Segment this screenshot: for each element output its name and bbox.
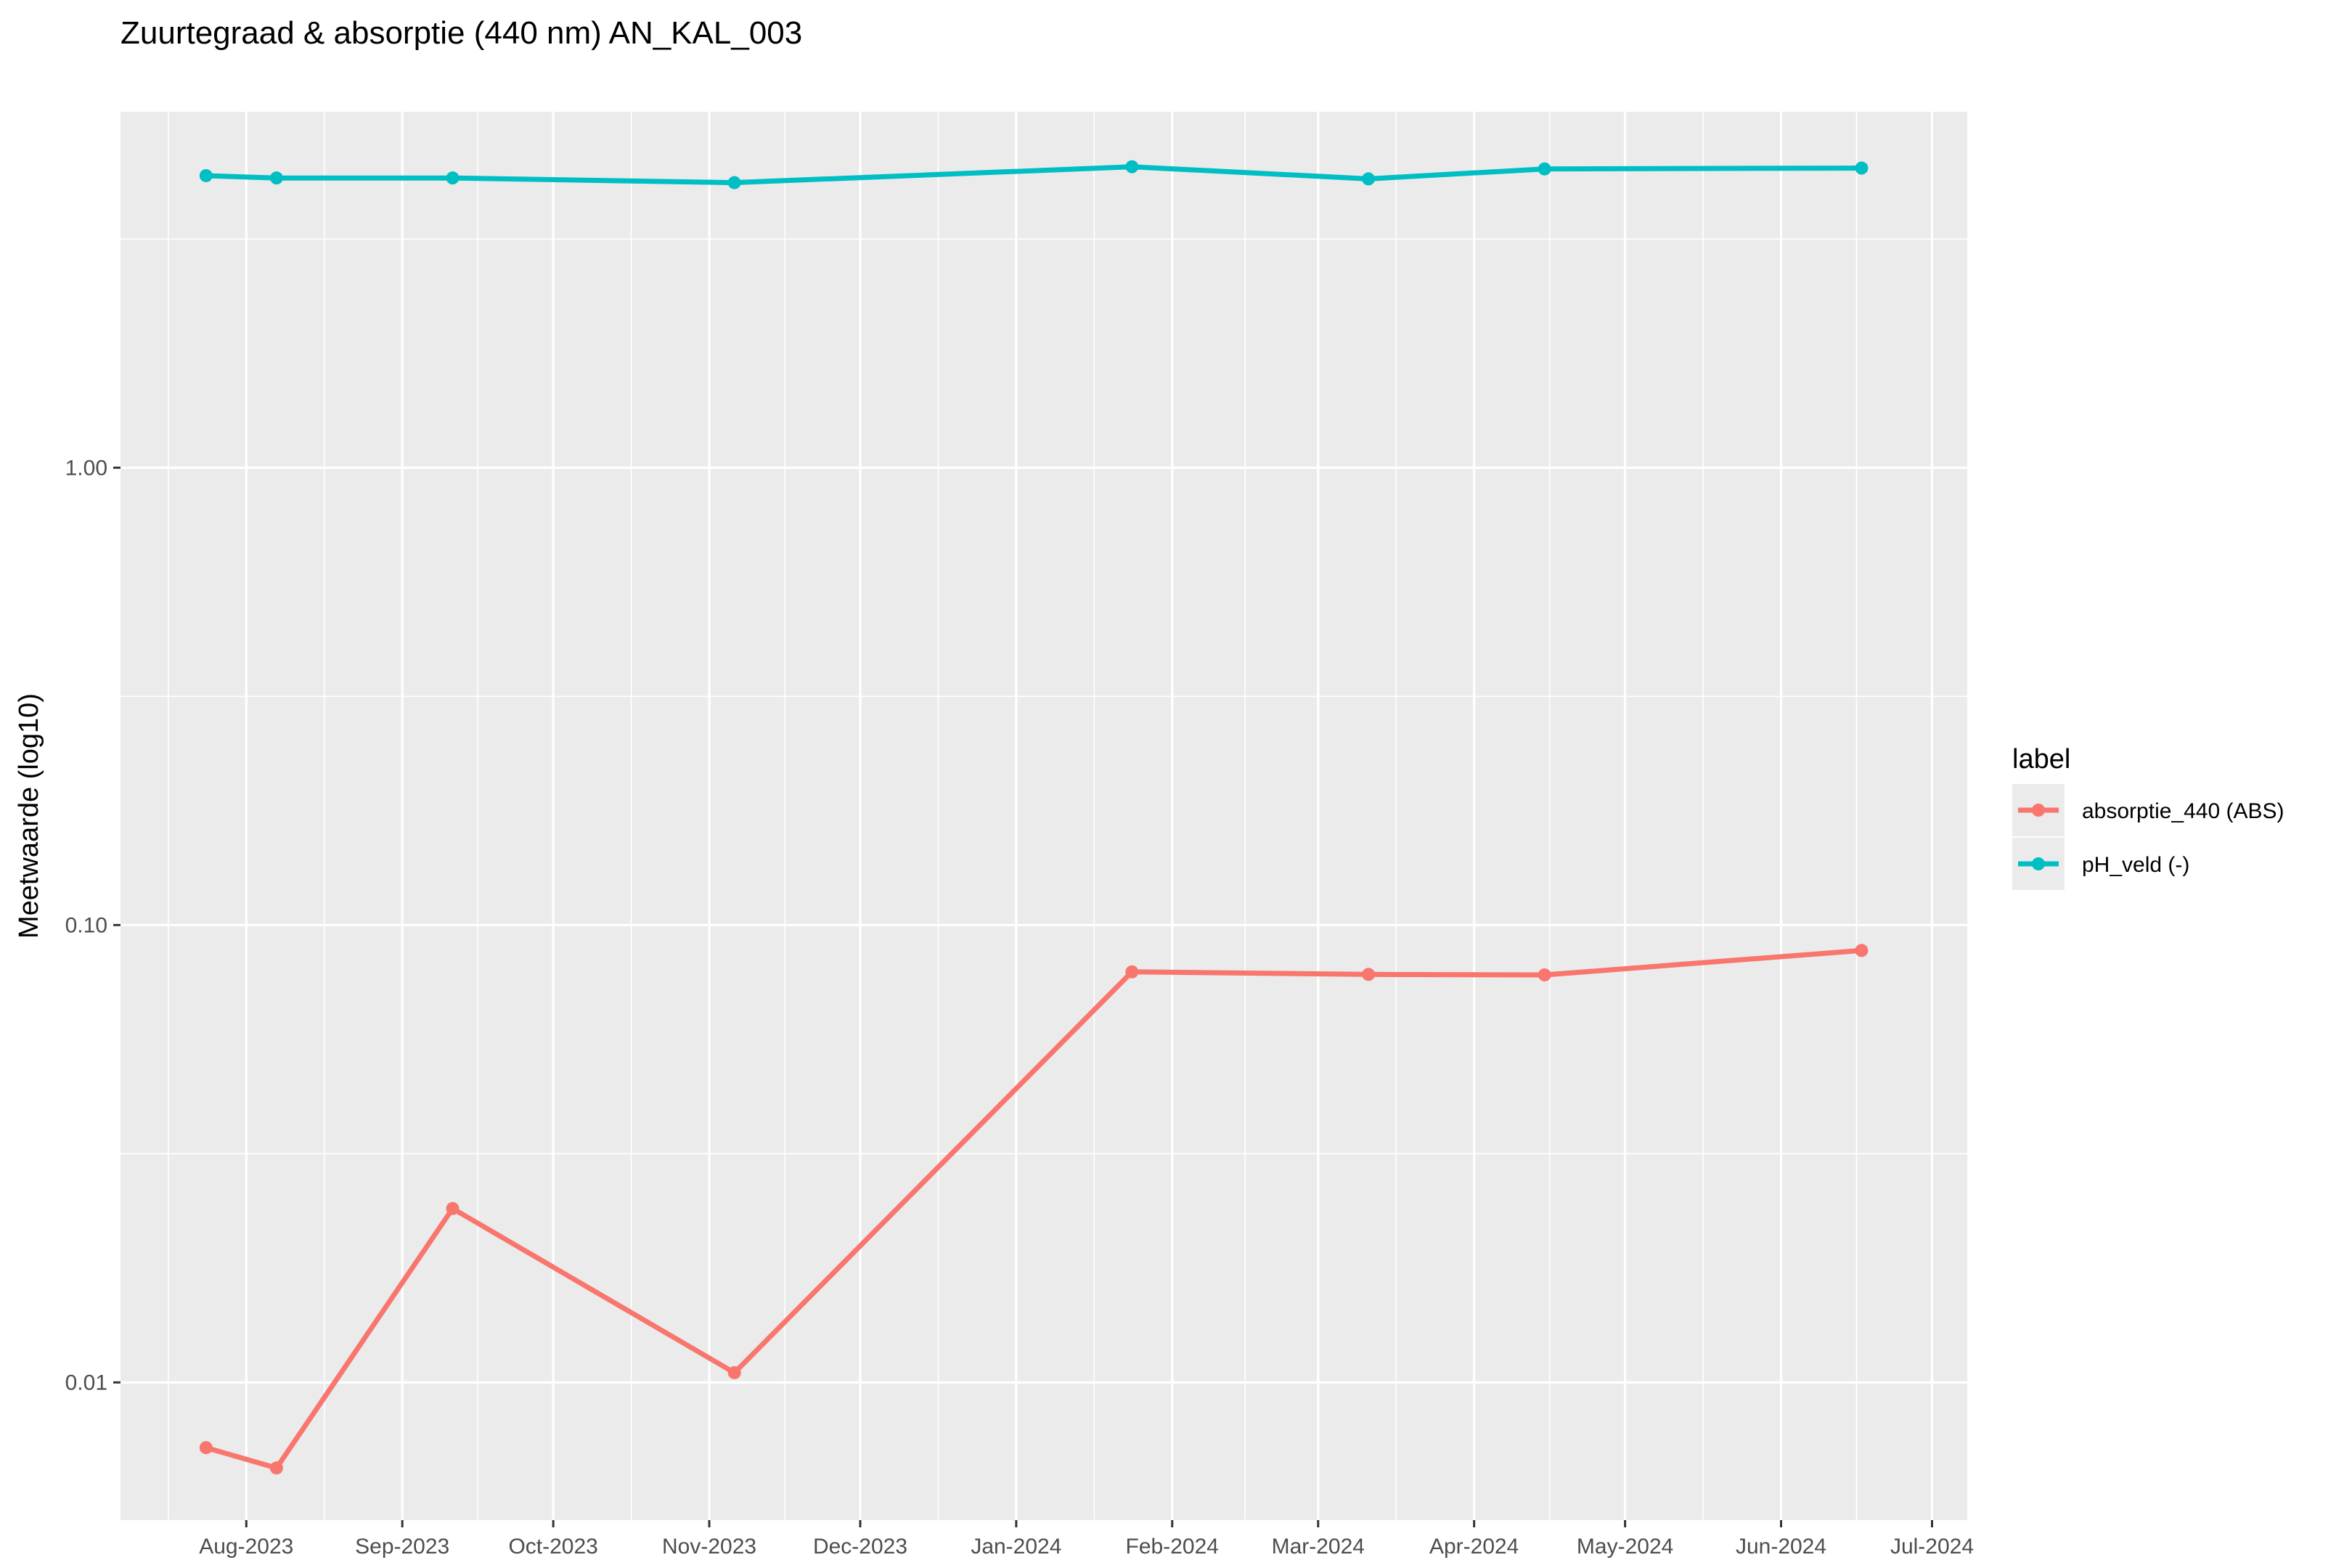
legend: label absorptie_440 (ABS) pH_veld (-)	[2012, 744, 2284, 890]
x-tick-label: Dec-2023	[813, 1535, 907, 1559]
data-point	[269, 171, 283, 185]
series-group	[199, 160, 1869, 189]
grid-lines	[121, 112, 1967, 1520]
legend-label: pH_veld (-)	[2082, 853, 2189, 877]
y-tick-label: 0.10	[65, 913, 107, 937]
data-point	[727, 176, 741, 189]
x-tick-label: Apr-2024	[1429, 1535, 1519, 1559]
plot-panel	[121, 112, 1967, 1520]
data-point	[199, 1441, 213, 1455]
axes: 0.01 0.10 1.00 Aug-2023 Sep-2023 Oct-2023 Nov-…	[65, 456, 1974, 1559]
data-point	[269, 1461, 283, 1475]
x-tick-label: May-2024	[1577, 1535, 1673, 1559]
legend-key-point	[2032, 857, 2045, 870]
x-tick-label: Jul-2024	[1890, 1535, 1974, 1559]
data-point	[1538, 968, 1551, 981]
data-point	[1362, 172, 1376, 186]
y-tick-label: 0.01	[65, 1371, 107, 1395]
data-point	[727, 1365, 741, 1379]
data-point	[199, 168, 213, 182]
x-tick-label: Oct-2023	[508, 1535, 597, 1559]
legend-label: absorptie_440 (ABS)	[2082, 799, 2284, 823]
y-tick-label: 1.00	[65, 456, 107, 480]
data-point	[1855, 161, 1869, 175]
x-tick-label: Nov-2023	[662, 1535, 756, 1559]
x-tick-label: Feb-2024	[1126, 1535, 1219, 1559]
series-line	[203, 164, 1864, 186]
legend-title: label	[2012, 744, 2070, 775]
x-tick-label: Aug-2023	[199, 1535, 293, 1559]
data-point	[446, 171, 460, 185]
series-group	[199, 944, 1869, 1475]
data-point	[1125, 965, 1139, 979]
data-point	[1538, 162, 1551, 176]
data-point	[1125, 160, 1139, 173]
chart-title: Zuurtegraad & absorptie (440 nm) AN_KAL_…	[121, 15, 802, 51]
series-layer	[199, 160, 1869, 1475]
y-axis-label: Meetwaarde (log10)	[14, 693, 44, 939]
series-line	[203, 947, 1864, 1471]
data-point	[1855, 944, 1869, 957]
data-point	[1362, 968, 1376, 981]
x-tick-label: Mar-2024	[1272, 1535, 1365, 1559]
x-tick-label: Jan-2024	[971, 1535, 1061, 1559]
x-tick-label: Sep-2023	[355, 1535, 449, 1559]
x-tick-label: Jun-2024	[1736, 1535, 1826, 1559]
legend-key-point	[2032, 804, 2045, 817]
data-point	[446, 1201, 460, 1215]
